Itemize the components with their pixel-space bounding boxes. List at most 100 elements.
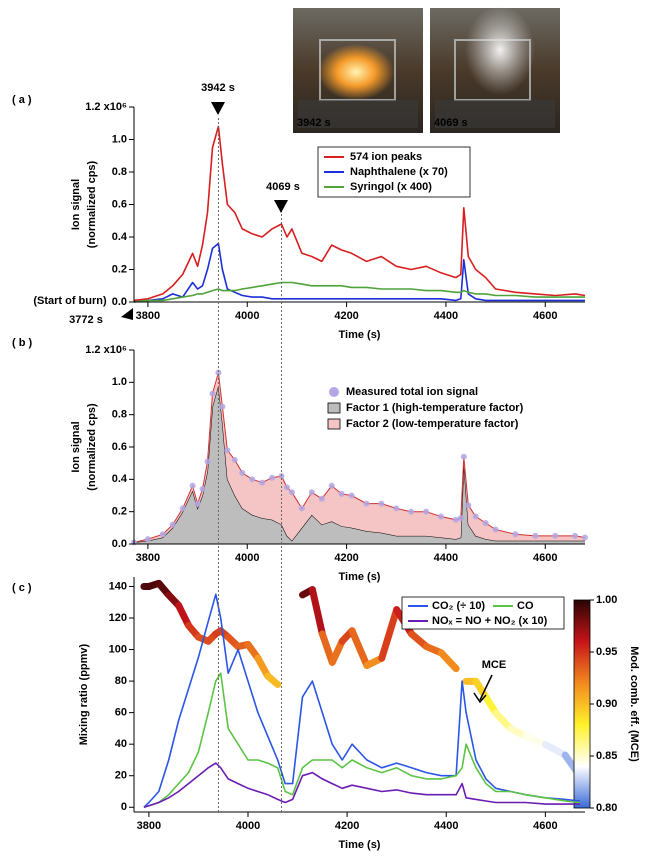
legend-label: Measured total ion signal (346, 386, 478, 398)
measured-point (318, 495, 325, 502)
measured-point (460, 453, 467, 460)
measured-point (219, 403, 226, 410)
data-line (133, 125, 586, 302)
y-tick-label: 80 (115, 675, 127, 687)
y-axis-title: Mixing ratio (ppmv) (78, 643, 90, 745)
y-tick-label: 0.6 (112, 441, 127, 453)
mce-segment (328, 637, 346, 666)
mce-segment (318, 630, 336, 666)
measured-point (308, 489, 315, 496)
y-axis-title: (normalized cps) (86, 160, 98, 248)
photo (293, 8, 423, 133)
measured-point (512, 531, 519, 538)
y-tick-label: 1.0 (112, 376, 127, 388)
photo-label: 3942 s (297, 117, 331, 129)
measured-point (298, 505, 305, 512)
panel-label: ( a ) (12, 94, 32, 106)
x-tick-label: 4400 (434, 552, 458, 564)
legend-swatch (327, 418, 341, 430)
measured-point (189, 482, 196, 489)
measured-point (552, 532, 559, 539)
y-tick-label: 0.4 (112, 231, 128, 243)
annotation: MCE (482, 659, 506, 671)
colorbar-tick-label: 0.90 (596, 698, 617, 710)
y-tick-label: 100 (109, 643, 127, 655)
measured-point (144, 536, 151, 543)
x-axis-title: Time (s) (339, 839, 381, 851)
y-tick-label: 120 (109, 612, 127, 624)
y-axis-title: Ion signal (70, 179, 82, 230)
x-tick-label: 4000 (235, 552, 259, 564)
measured-point (169, 521, 176, 528)
x-tick-label: 3800 (136, 310, 160, 322)
measured-point (572, 532, 579, 539)
legend-label: CO (517, 600, 534, 612)
legend-box (401, 596, 565, 630)
x-tick-label: 4400 (434, 820, 458, 832)
y-tick-label: 0.4 (112, 473, 128, 485)
measured-point (482, 519, 489, 526)
measured-point (204, 458, 211, 465)
area (134, 385, 585, 544)
y-axis-title: Ion signal (70, 421, 82, 472)
measured-point (393, 505, 400, 512)
measured-point (582, 534, 588, 541)
x-axis-title: Time (s) (339, 571, 381, 583)
photo-label: 4069 s (434, 117, 468, 129)
legend-swatch (329, 387, 339, 397)
measured-point (209, 390, 216, 397)
y-tick-label: 0.0 (112, 538, 127, 550)
measured-point (278, 473, 285, 480)
y-tick-label: 0.2 (112, 506, 127, 518)
colorbar-tick-label: 0.95 (596, 646, 617, 658)
mce-segment (378, 606, 401, 662)
y-tick-label: 0.0 (112, 296, 127, 308)
measured-point (269, 474, 276, 481)
mce-segment (541, 741, 569, 759)
y-tick-label: 140 (109, 580, 127, 592)
measured-point (492, 526, 499, 533)
y-tick-label: 40 (115, 738, 127, 750)
measured-point (283, 484, 290, 491)
mce-segment (437, 649, 460, 673)
measured-point (378, 500, 385, 507)
measured-point (199, 486, 206, 493)
x-tick-label: 4200 (335, 820, 359, 832)
x-tick-label: 4600 (533, 820, 557, 832)
legend-label: 574 ion peaks (350, 151, 422, 163)
measured-point (363, 500, 370, 507)
x-tick-label: 4000 (235, 310, 259, 322)
measured-point (249, 476, 256, 483)
measured-point (231, 456, 238, 463)
photo (430, 5, 560, 133)
legend-label: Factor 1 (high-temperature factor) (346, 402, 524, 414)
panel-label: ( c ) (12, 582, 32, 594)
mce-segment (522, 732, 549, 749)
mce-segment (492, 709, 515, 733)
measured-point (452, 516, 459, 523)
legend-label: Factor 2 (low-temperature factor) (346, 418, 519, 430)
x-tick-label: 4200 (334, 552, 358, 564)
data-line (143, 593, 581, 808)
y-tick-label: 0 (121, 801, 127, 813)
y-axis-title: (normalized cps) (86, 403, 98, 491)
measured-point (465, 502, 472, 509)
y-tick-label: 0.2 (112, 263, 127, 275)
mce-segment (348, 627, 371, 670)
panel-label: ( b ) (12, 337, 32, 349)
y-tick-label: 60 (115, 707, 127, 719)
measured-point (179, 505, 186, 512)
x-tick-label: 3800 (136, 552, 160, 564)
legend-label: Syringol (x 400) (350, 181, 432, 193)
annotation: 3772 s (69, 314, 103, 326)
measured-point (259, 479, 266, 486)
mce-segment (308, 586, 326, 638)
measured-point (423, 508, 430, 515)
x-tick-label: 3800 (137, 820, 161, 832)
data-line (143, 762, 580, 809)
colorbar-title: Mod. comb. eff. (MCE) (628, 646, 640, 762)
y-tick-label: 0.6 (112, 198, 127, 210)
area (134, 372, 585, 543)
x-tick-label: 4400 (434, 310, 458, 322)
